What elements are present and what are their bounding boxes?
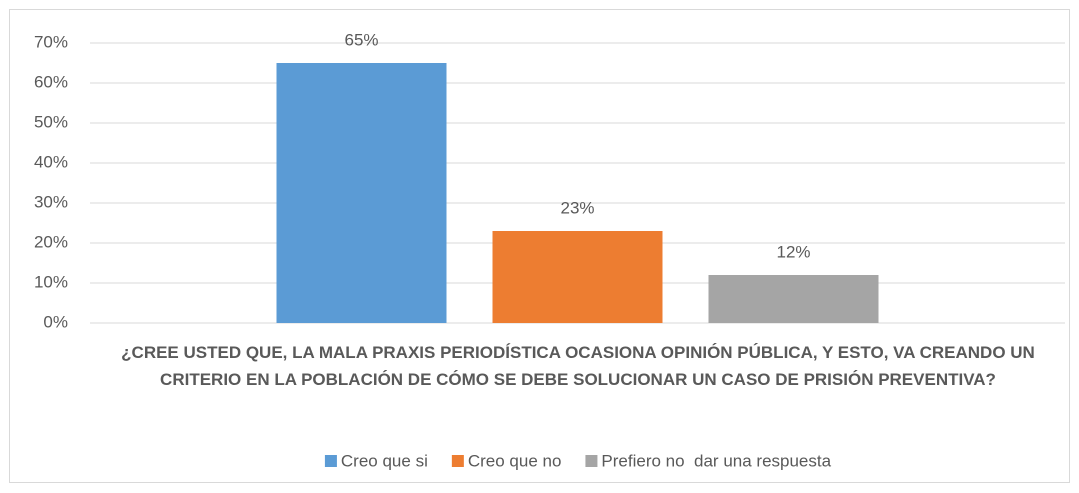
data-label: 12% [776,242,810,261]
legend-swatch [585,455,598,467]
legend-swatch [451,455,464,467]
y-tick-label: 0% [43,312,68,331]
category-label: ¿CREE USTED QUE, LA MALA PRAXIS PERIODÍS… [121,343,1040,389]
y-tick-label: 20% [34,232,68,251]
bar [708,275,879,323]
y-tick-label: 10% [34,272,68,291]
bar [492,231,663,323]
data-label: 23% [560,198,594,217]
legend-label: Creo que si [341,451,428,470]
data-label: 65% [344,30,378,49]
y-tick-label: 60% [34,72,68,91]
legend-swatch [324,455,337,467]
y-tick-label: 30% [34,192,68,211]
legend-label: Creo que no [468,451,562,470]
bar [276,63,447,323]
y-tick-label: 70% [34,32,68,51]
legend-label: Prefiero no dar una respuesta [601,451,831,470]
y-tick-label: 50% [34,112,68,131]
y-tick-label: 40% [34,152,68,171]
